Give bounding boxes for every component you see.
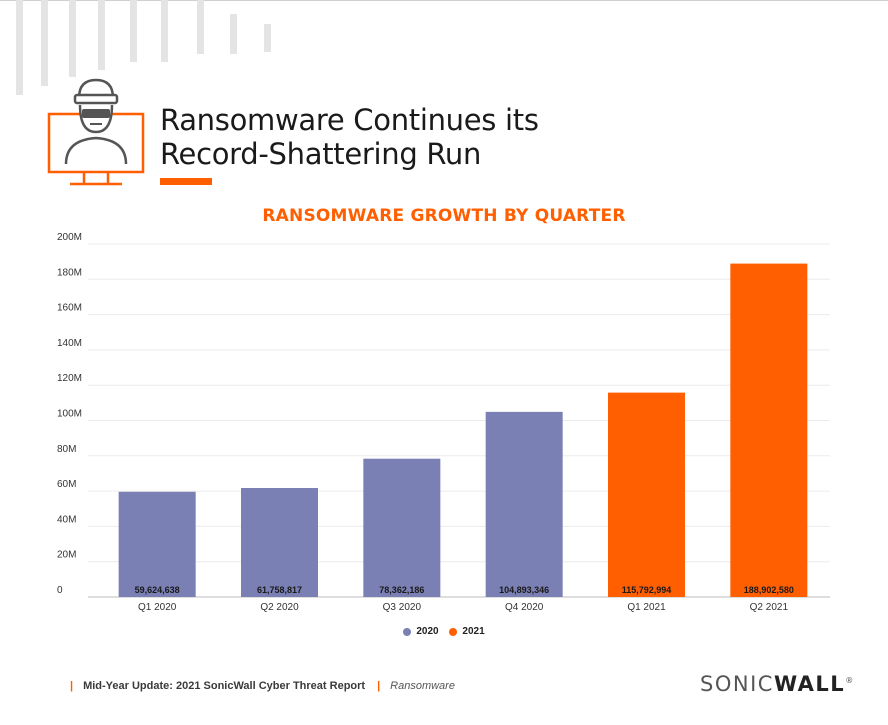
page-title: Ransomware Continues its Record-Shatteri…	[160, 103, 539, 171]
bar-value-label: 104,893,346	[499, 585, 549, 595]
footer-report-title: Mid-Year Update: 2021 SonicWall Cyber Th…	[83, 680, 366, 692]
y-tick-label: 60M	[57, 479, 76, 490]
legend-label-2020: 2020	[416, 626, 439, 637]
bar-value-label: 61,758,817	[257, 585, 302, 595]
decor-stripe	[161, 0, 168, 62]
title-line-2: Record-Shattering Run	[160, 137, 482, 171]
hacker-monitor-icon	[47, 78, 145, 186]
y-tick-label: 180M	[57, 267, 82, 278]
bar	[730, 263, 808, 597]
decor-stripe	[41, 0, 48, 86]
chart-title: RANSOMWARE GROWTH BY QUARTER	[262, 206, 626, 226]
x-tick-label: Q2 2020	[260, 602, 299, 613]
y-tick-label: 120M	[57, 373, 82, 384]
y-tick-label: 160M	[57, 303, 82, 314]
bar-chart: 0 20M 40M 60M 80M 100M 120M 140M 160M 180M 200M 59,…	[57, 232, 830, 613]
legend-swatch-2020	[403, 627, 412, 636]
bar-value-label: 115,792,994	[622, 585, 672, 595]
title-line-1: Ransomware Continues its	[160, 103, 539, 137]
decor-stripe	[197, 0, 204, 54]
x-tick-label: Q3 2020	[383, 602, 422, 613]
sonicwall-logo: SONICWALL®	[700, 672, 855, 696]
y-tick-label: 200M	[57, 232, 82, 243]
legend-swatch-2021	[449, 627, 458, 636]
x-tick-label: Q1 2021	[627, 602, 666, 613]
bar	[241, 487, 318, 597]
top-border	[0, 0, 888, 1]
decor-stripe	[16, 0, 23, 95]
y-tick-label: 80M	[57, 444, 76, 455]
x-tick-label: Q4 2020	[505, 602, 544, 613]
title-accent-bar	[160, 178, 212, 185]
decor-stripe	[264, 24, 271, 52]
y-tick-label: 140M	[57, 338, 82, 349]
decor-stripe	[130, 0, 137, 62]
legend-item-2021: 2021	[449, 626, 485, 637]
y-tick-label: 20M	[57, 550, 76, 561]
y-tick-label: 0	[57, 585, 63, 596]
logo-text-sonic: SONIC	[700, 672, 774, 696]
legend-item-2020: 2020	[403, 626, 439, 637]
logo-registered-mark: ®	[845, 676, 855, 685]
bar	[608, 392, 685, 597]
logo-text-wall: WALL	[773, 672, 846, 696]
bar	[118, 491, 196, 597]
legend-label-2021: 2021	[462, 626, 485, 637]
y-tick-label: 100M	[57, 409, 82, 420]
bar	[363, 458, 441, 597]
decor-stripe	[98, 0, 105, 70]
bar-value-label: 78,362,186	[379, 585, 424, 595]
y-tick-label: 40M	[57, 514, 76, 525]
footer: | Mid-Year Update: 2021 SonicWall Cyber T…	[70, 680, 455, 692]
bar	[485, 411, 563, 597]
decor-stripe	[69, 0, 76, 77]
footer-divider: |	[377, 680, 381, 692]
bar-value-label: 188,902,580	[744, 585, 794, 595]
x-tick-label: Q1 2020	[138, 602, 177, 613]
decor-stripe	[230, 14, 237, 54]
x-tick-label: Q2 2021	[750, 602, 789, 613]
bar-value-label: 59,624,638	[135, 585, 180, 595]
footer-section: Ransomware	[390, 680, 455, 692]
footer-divider: |	[70, 680, 74, 692]
chart-legend: 2020 2021	[0, 626, 888, 639]
